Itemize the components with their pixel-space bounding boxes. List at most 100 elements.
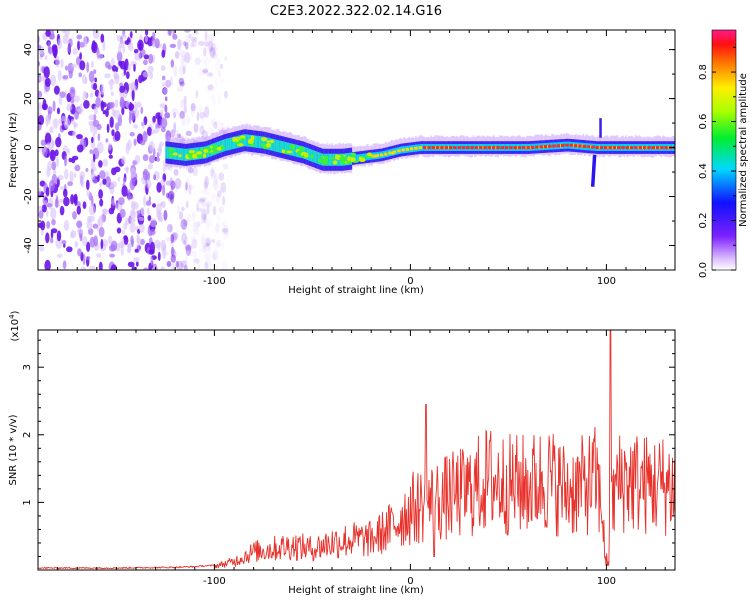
noise-blob: [169, 177, 174, 188]
ridge-core: [526, 146, 530, 150]
noise-blob: [194, 57, 201, 66]
noise-blob: [172, 107, 178, 116]
ridge-band: [319, 152, 321, 165]
noise-blob: [167, 190, 175, 200]
noise-blob: [49, 126, 54, 134]
noise-blob: [121, 230, 126, 235]
noise-blob: [58, 96, 63, 105]
ridge-peak: [367, 152, 372, 157]
noise-blob: [187, 213, 191, 223]
noise-blob: [198, 40, 205, 46]
noise-blob: [156, 182, 162, 193]
noise-blob: [212, 179, 219, 191]
noise-blob: [131, 266, 136, 270]
noise-blob: [125, 71, 130, 79]
ridge-band: [224, 139, 226, 152]
noise-blob: [203, 181, 208, 190]
noise-blob: [71, 155, 79, 161]
ridge-band: [273, 139, 276, 152]
spectrogram-panel: -100 0 100 -40 -20 0 20 40 Height of straight l…: [8, 29, 676, 296]
noise-blob: [204, 44, 211, 53]
noise-blob: [91, 136, 94, 144]
ridge-band: [180, 148, 183, 161]
ridge-core: [427, 146, 431, 150]
noise-blob: [51, 174, 58, 186]
signal-ridge: [165, 118, 675, 187]
noise-blob: [212, 252, 216, 262]
noise-blob: [73, 122, 79, 128]
noise-blob: [121, 106, 125, 116]
ridge-core: [604, 146, 608, 150]
noise-blob: [79, 234, 83, 242]
noise-blob: [38, 210, 44, 219]
ridge-band: [275, 139, 277, 152]
noise-blob: [221, 259, 228, 270]
noise-blob: [73, 172, 77, 179]
noise-blob: [194, 257, 199, 263]
noise-blob: [174, 178, 182, 190]
noise-blob: [50, 74, 57, 87]
noise-blob: [90, 121, 94, 133]
noise-blob: [72, 130, 77, 138]
noise-blob: [74, 164, 81, 172]
noise-blob: [155, 157, 161, 162]
noise-blob: [90, 172, 96, 181]
ridge-band: [232, 136, 235, 149]
ridge-band: [283, 141, 285, 154]
noise-blob: [94, 105, 98, 115]
noise-blob: [204, 56, 208, 65]
ridge-peak: [209, 145, 213, 149]
noise-blob: [216, 220, 222, 227]
noise-blob: [185, 200, 189, 209]
noise-blob: [121, 33, 127, 40]
noise-blob: [188, 183, 192, 196]
noise-blob: [100, 102, 107, 108]
noise-blob: [180, 260, 187, 268]
noise-blob: [221, 241, 225, 251]
noise-blob: [130, 218, 136, 223]
noise-blob: [126, 243, 133, 248]
noise-blob: [206, 221, 210, 231]
noise-blob: [207, 84, 214, 91]
ridge-peak: [297, 150, 302, 156]
noise-blob: [86, 189, 91, 198]
ridge-peak: [213, 150, 219, 153]
colorbar-tick-label: 0.0: [698, 262, 709, 278]
noise-blob: [192, 166, 199, 177]
ridge-core: [565, 143, 569, 147]
noise-blob: [169, 224, 174, 233]
noise-blob: [197, 226, 200, 236]
noise-blob: [215, 223, 220, 234]
ridge-core: [483, 146, 487, 150]
noise-blob: [195, 89, 199, 99]
noise-blob: [119, 208, 126, 218]
noise-blob: [45, 186, 50, 197]
noise-blob: [135, 154, 141, 164]
noise-blob: [177, 38, 182, 51]
noise-blob: [41, 204, 47, 213]
noise-blob: [166, 260, 172, 267]
noise-blob: [102, 39, 106, 51]
noise-blob: [185, 181, 188, 191]
noise-blob: [210, 47, 216, 60]
noise-blob: [143, 54, 150, 60]
ridge-peak: [347, 156, 352, 162]
noise-blob: [44, 55, 48, 61]
noise-blob: [142, 130, 148, 143]
noise-blob: [114, 99, 119, 109]
noise-blob: [157, 251, 161, 261]
ridge-core: [379, 153, 384, 157]
noise-blob: [195, 90, 199, 98]
noise-blob: [107, 142, 112, 151]
ridge-peak: [169, 152, 174, 158]
ridge-peak: [168, 147, 175, 152]
noise-blob: [196, 111, 200, 122]
ridge-band: [357, 154, 360, 162]
noise-blob: [196, 207, 203, 212]
noise-blob: [114, 166, 121, 173]
noise-blob: [109, 116, 114, 128]
ridge-band: [287, 142, 290, 155]
noise-blob: [49, 33, 55, 40]
noise-blob: [210, 43, 218, 55]
